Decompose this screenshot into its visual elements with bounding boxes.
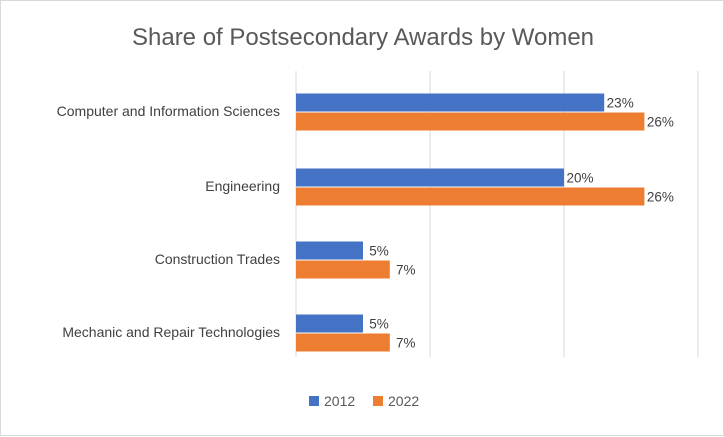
category-labels: Computer and Information Sciences Enginee… (57, 103, 280, 340)
data-label: 20% (566, 171, 593, 186)
legend-swatch-2012 (309, 396, 319, 406)
data-label: 26% (647, 115, 674, 130)
category-label: Computer and Information Sciences (57, 103, 280, 119)
category-label: Mechanic and Repair Technologies (62, 324, 280, 340)
bar-2012-2 (296, 168, 564, 187)
bar-2022-1 (296, 112, 645, 131)
bars (296, 93, 645, 352)
category-label: Engineering (205, 178, 280, 194)
legend: 2012 2022 (309, 393, 419, 409)
data-label: 7% (396, 263, 416, 278)
data-labels: 23% 26% 20% 26% 5% 7% 5% 7% (369, 96, 674, 351)
bar-2012-1 (296, 93, 605, 112)
legend-swatch-2022 (373, 396, 383, 406)
legend-label: 2022 (388, 393, 419, 409)
chart-title: Share of Postsecondary Awards by Women (132, 24, 594, 51)
bar-2022-4 (296, 333, 390, 352)
category-label: Construction Trades (155, 251, 280, 267)
data-label: 5% (369, 244, 389, 259)
data-label: 26% (647, 190, 674, 205)
bar-2022-3 (296, 260, 390, 279)
data-label: 23% (607, 96, 634, 111)
data-label: 7% (396, 336, 416, 351)
legend-label: 2012 (324, 393, 355, 409)
bar-2022-2 (296, 187, 645, 206)
bar-2012-3 (296, 241, 363, 260)
bar-2012-4 (296, 314, 363, 333)
data-label: 5% (369, 317, 389, 332)
